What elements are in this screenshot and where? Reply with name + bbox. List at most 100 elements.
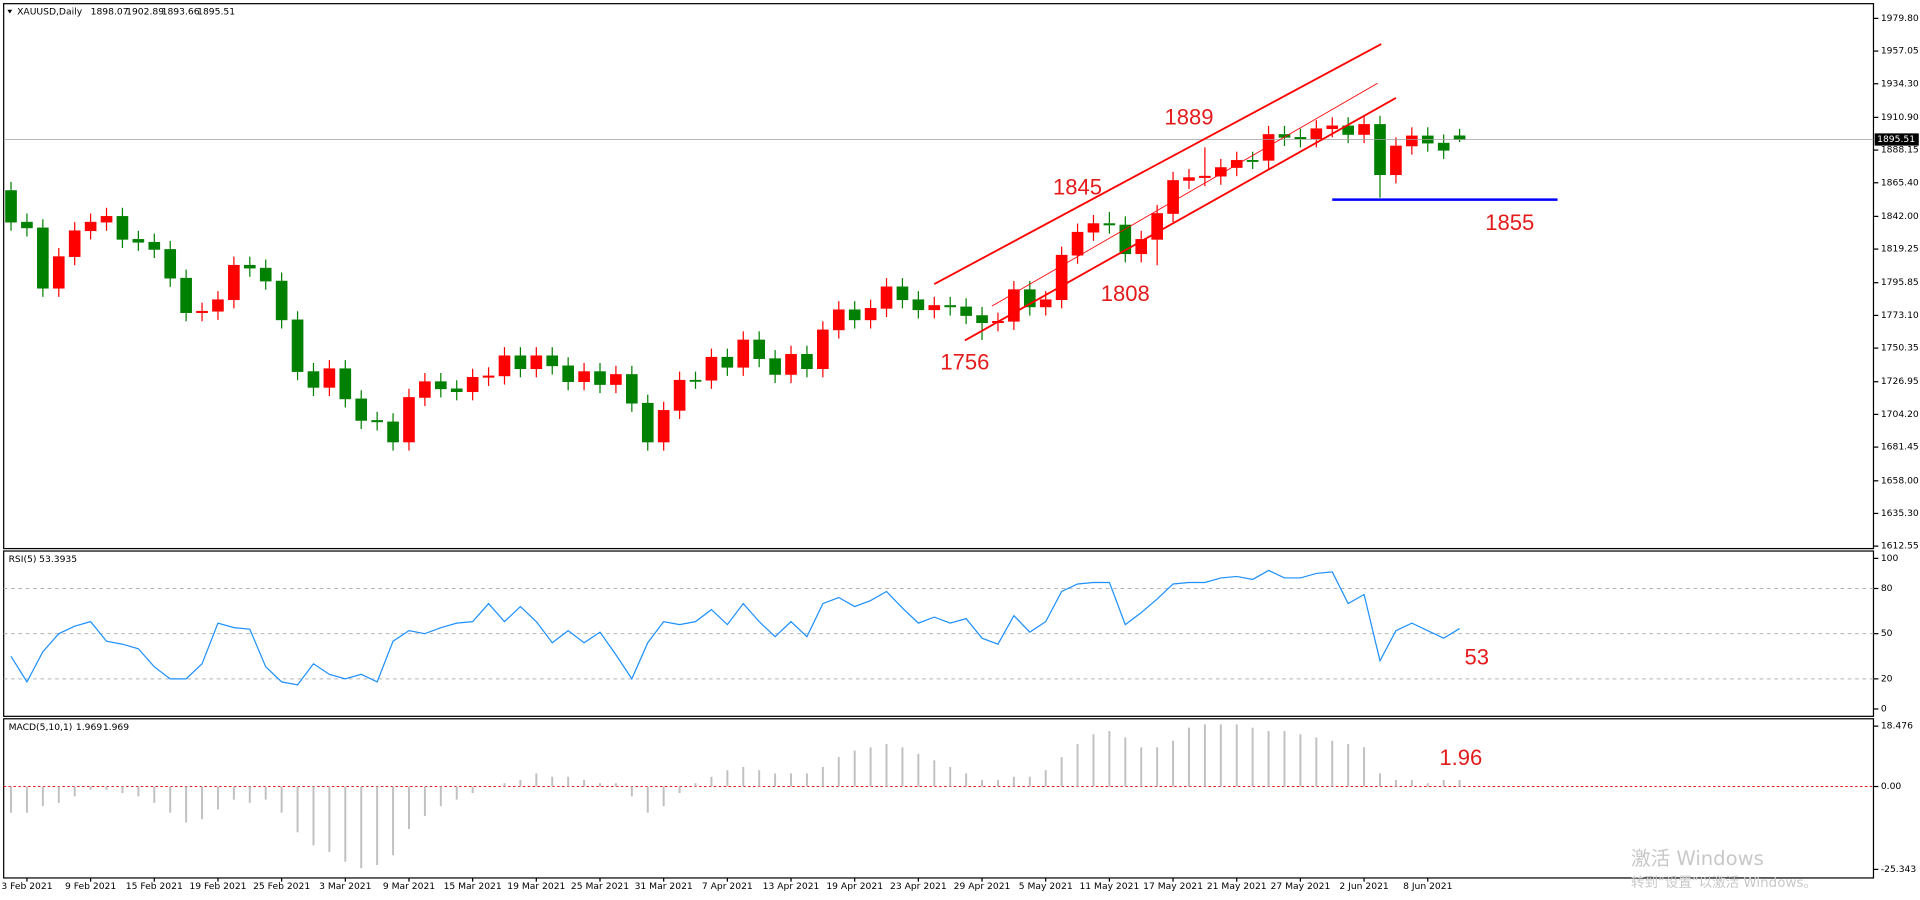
candle-body bbox=[243, 264, 256, 269]
ohlc-low: 1893.66 bbox=[162, 7, 200, 18]
annotation: 1808 bbox=[1101, 281, 1150, 306]
candle-body bbox=[1071, 231, 1084, 256]
candle-body bbox=[1230, 160, 1243, 168]
ohlc-high: 1902.89 bbox=[126, 7, 164, 18]
ohlc-open: 1898.07 bbox=[91, 7, 129, 18]
y-tick-label: 20 bbox=[1881, 673, 1893, 684]
candle-body bbox=[1326, 125, 1339, 130]
candle-body bbox=[928, 305, 941, 311]
candle-body bbox=[275, 280, 288, 321]
macd-panel bbox=[3, 718, 1875, 879]
candle-body bbox=[355, 398, 368, 421]
candle-body bbox=[880, 286, 893, 309]
candle-body bbox=[498, 355, 511, 377]
candle-body bbox=[594, 371, 606, 385]
y-tick-label: 50 bbox=[1881, 628, 1893, 639]
y-tick-label: 1681.45 bbox=[1881, 442, 1919, 453]
rsi-line bbox=[10, 569, 1460, 686]
macd-title: MACD(5,10,1) bbox=[9, 722, 73, 733]
price-label: 1895.51 bbox=[1877, 134, 1915, 145]
candle-body bbox=[848, 309, 861, 321]
candle-body bbox=[578, 371, 590, 382]
y-tick-label: 80 bbox=[1881, 583, 1893, 594]
channel-lower bbox=[964, 97, 1397, 342]
candle-body bbox=[435, 381, 447, 390]
candle-body bbox=[960, 306, 972, 316]
candle-body bbox=[753, 339, 766, 359]
annotation: 53 bbox=[1464, 645, 1489, 670]
candle-body bbox=[148, 241, 161, 250]
candle-body bbox=[403, 397, 415, 443]
annotation: 1889 bbox=[1164, 105, 1213, 130]
collapse-icon[interactable] bbox=[7, 9, 13, 14]
candle-body bbox=[896, 286, 909, 301]
watermark: 转到“设置”以激活 Windows。 bbox=[1631, 875, 1817, 891]
candle-body bbox=[1135, 239, 1148, 255]
macd-signal: 1.969 bbox=[103, 722, 129, 733]
ohlc-close: 1895.51 bbox=[197, 7, 235, 18]
y-tick-label: 1704.20 bbox=[1881, 409, 1919, 420]
candle-body bbox=[801, 354, 813, 370]
x-tick-label: 19 Mar 2021 bbox=[507, 881, 565, 892]
y-tick-label: 1979.80 bbox=[1881, 13, 1919, 24]
candle-body bbox=[68, 230, 81, 257]
candle-body bbox=[514, 355, 527, 370]
y-tick-label: 1795.85 bbox=[1881, 277, 1919, 288]
x-tick-label: 17 May 2021 bbox=[1143, 881, 1203, 892]
x-tick-label: 7 Apr 2021 bbox=[702, 881, 753, 892]
x-tick-label: 19 Feb 2021 bbox=[189, 881, 246, 892]
x-tick-label: 2 Jun 2021 bbox=[1339, 881, 1388, 892]
candle-body bbox=[626, 374, 638, 404]
candle-body bbox=[705, 356, 718, 381]
candle-body bbox=[37, 227, 49, 289]
candle-body bbox=[164, 249, 177, 279]
candle-body bbox=[1310, 128, 1323, 140]
y-tick-label: 1819.25 bbox=[1881, 244, 1919, 255]
x-tick-label: 11 May 2021 bbox=[1079, 881, 1139, 892]
candle-body bbox=[387, 421, 399, 443]
candle-body bbox=[1358, 124, 1370, 135]
candle-body bbox=[737, 339, 750, 368]
candle-body bbox=[212, 299, 224, 312]
y-tick-label: 1635.30 bbox=[1881, 508, 1919, 519]
candle-body bbox=[1453, 135, 1466, 140]
candle-body bbox=[371, 420, 383, 423]
x-tick-label: 9 Feb 2021 bbox=[65, 881, 116, 892]
candle-body bbox=[1390, 145, 1402, 176]
annotation: 1855 bbox=[1485, 210, 1534, 235]
candle-body bbox=[1119, 224, 1132, 255]
candle-body bbox=[84, 221, 97, 232]
candle-body bbox=[100, 216, 113, 223]
candle-body bbox=[228, 264, 240, 301]
candle-body bbox=[196, 310, 208, 313]
x-tick-label: 23 Apr 2021 bbox=[890, 881, 947, 892]
candle-body bbox=[323, 368, 336, 388]
candle-body bbox=[721, 356, 734, 368]
candle-body bbox=[482, 375, 495, 378]
candle-body bbox=[864, 308, 877, 321]
candle-body bbox=[259, 267, 272, 282]
channel-mid bbox=[991, 82, 1378, 307]
candle-body bbox=[673, 379, 686, 411]
y-tick-label: 0.00 bbox=[1881, 781, 1902, 792]
candle-body bbox=[769, 358, 781, 375]
candle-body bbox=[1087, 223, 1100, 233]
annotation: 1.96 bbox=[1439, 745, 1482, 770]
candle-body bbox=[832, 309, 845, 331]
x-tick-label: 19 Apr 2021 bbox=[826, 881, 883, 892]
candle-body bbox=[1023, 289, 1036, 308]
candle-body bbox=[1406, 135, 1418, 147]
candle-body bbox=[466, 377, 479, 393]
candle-body bbox=[1103, 223, 1116, 226]
annotation: 1756 bbox=[940, 350, 989, 375]
y-tick-label: 1726.95 bbox=[1881, 376, 1919, 387]
candle-body bbox=[1294, 137, 1307, 140]
candle-body bbox=[610, 374, 622, 385]
candle-body bbox=[1055, 254, 1068, 301]
x-tick-label: 13 Apr 2021 bbox=[763, 881, 820, 892]
x-tick-label: 25 Mar 2021 bbox=[571, 881, 629, 892]
candle-body bbox=[1215, 167, 1227, 177]
candle-body bbox=[5, 190, 17, 223]
x-tick-label: 15 Feb 2021 bbox=[126, 881, 183, 892]
